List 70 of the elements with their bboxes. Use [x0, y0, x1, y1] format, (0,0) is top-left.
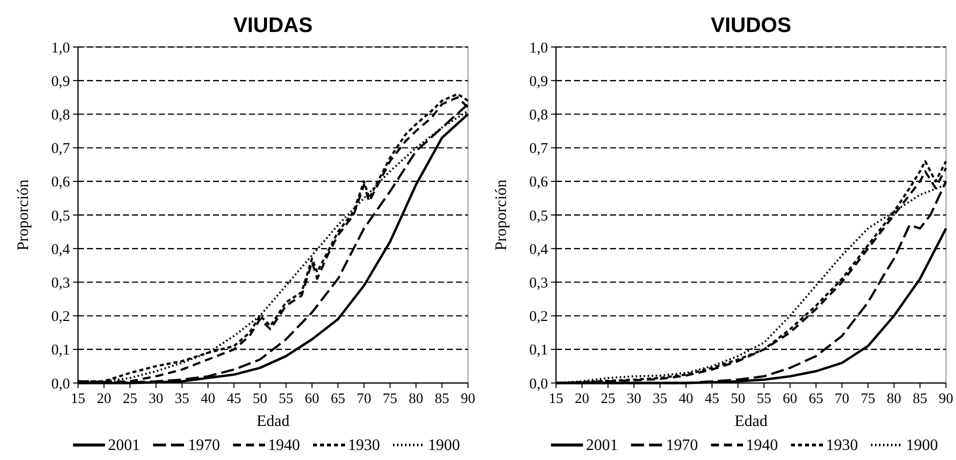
y-tick-label: 0,9: [529, 74, 548, 90]
x-tick-label: 50: [252, 391, 268, 407]
x-tick-label: 30: [148, 391, 164, 407]
y-tick-label: 0,7: [51, 141, 70, 158]
legend-label: 1930: [348, 437, 380, 454]
chart-title: VIUDAS: [233, 14, 313, 37]
y-tick-label: 0,3: [529, 275, 548, 292]
x-tick-label: 85: [912, 391, 928, 407]
x-tick-label: 45: [704, 391, 720, 407]
x-tick-label: 75: [382, 391, 398, 407]
x-tick-label: 25: [600, 391, 616, 407]
x-tick-label: 40: [678, 391, 694, 407]
x-axis-title: Edad: [256, 413, 290, 430]
y-tick-label: 0,0: [529, 376, 548, 392]
x-tick-label: 85: [434, 391, 450, 407]
x-tick-label: 70: [834, 391, 850, 407]
legend-label: 1970: [188, 437, 220, 454]
y-tick-label: 0,6: [51, 174, 70, 191]
y-tick-label: 0,0: [51, 376, 70, 392]
y-tick-label: 0,9: [51, 74, 70, 90]
x-tick-label: 65: [808, 391, 824, 407]
x-axis-title: Edad: [734, 413, 768, 430]
x-tick-label: 15: [70, 391, 86, 407]
legend-label: 1940: [268, 437, 300, 454]
y-tick-label: 0,8: [529, 107, 548, 124]
x-tick-label: 90: [938, 391, 954, 407]
y-tick-label: 0,3: [51, 275, 70, 292]
x-tick-label: 70: [356, 391, 372, 407]
legend-label: 2001: [586, 437, 618, 454]
x-tick-label: 75: [860, 391, 876, 407]
x-tick-label: 15: [548, 391, 564, 407]
y-tick-label: 0,2: [529, 309, 548, 326]
legend-label: 1940: [746, 437, 778, 454]
y-tick-label: 0,5: [529, 208, 548, 224]
y-tick-label: 0,2: [51, 309, 70, 326]
x-tick-label: 80: [886, 391, 902, 407]
x-tick-label: 45: [226, 391, 242, 407]
legend-label: 1900: [906, 437, 938, 454]
x-tick-label: 90: [460, 391, 476, 407]
x-tick-label: 30: [626, 391, 642, 407]
y-tick-label: 0,7: [529, 141, 548, 158]
y-axis-title: Proporción: [15, 179, 32, 251]
x-tick-label: 60: [782, 391, 798, 407]
y-tick-label: 0,6: [529, 174, 548, 191]
y-tick-label: 0,1: [529, 342, 548, 359]
y-axis-title: Proporción: [493, 179, 510, 251]
x-tick-label: 40: [200, 391, 216, 407]
legend-label: 1970: [666, 437, 698, 454]
y-tick-label: 0,8: [51, 107, 70, 124]
y-tick-label: 0,5: [51, 208, 70, 224]
y-tick-label: 0,4: [51, 242, 70, 258]
y-tick-label: 1,0: [529, 40, 548, 56]
legend-label: 1930: [826, 437, 858, 454]
x-tick-label: 35: [174, 391, 190, 407]
x-tick-label: 60: [304, 391, 320, 407]
x-tick-label: 25: [122, 391, 138, 407]
y-tick-label: 0,4: [529, 242, 548, 258]
legend-label: 2001: [108, 437, 140, 454]
x-tick-label: 55: [756, 391, 772, 407]
x-tick-label: 65: [330, 391, 346, 407]
x-tick-label: 55: [278, 391, 294, 407]
y-tick-label: 0,1: [51, 342, 70, 359]
legend-label: 1900: [428, 437, 460, 454]
x-tick-label: 20: [96, 391, 112, 407]
y-tick-label: 1,0: [51, 40, 70, 56]
x-tick-label: 80: [408, 391, 424, 407]
x-tick-label: 35: [652, 391, 668, 407]
x-tick-label: 50: [730, 391, 746, 407]
x-tick-label: 20: [574, 391, 590, 407]
chart-title: VIUDOS: [710, 14, 792, 37]
